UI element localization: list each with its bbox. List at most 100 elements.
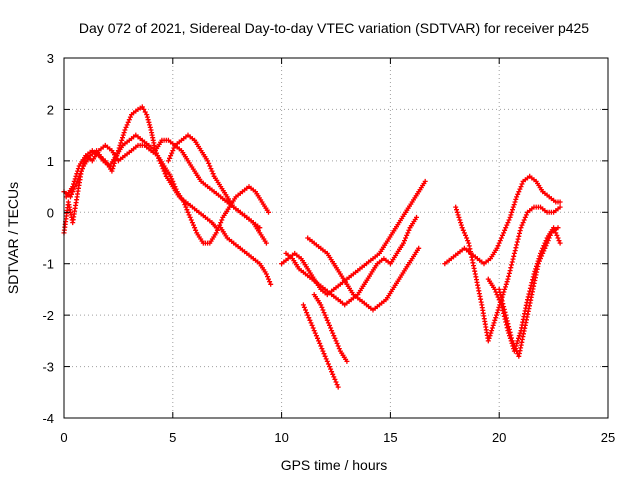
- data-point: [514, 242, 520, 248]
- data-point: [401, 240, 406, 246]
- data-point: [517, 330, 523, 336]
- data-point: [266, 276, 271, 282]
- data-point: [70, 184, 76, 190]
- data-point: [161, 168, 167, 174]
- data-point: [509, 262, 514, 268]
- data-point: [456, 214, 462, 220]
- data-point: [328, 325, 334, 331]
- data-point: [459, 225, 465, 231]
- data-point: [307, 317, 313, 323]
- data-point: [125, 119, 131, 125]
- data-point: [518, 184, 524, 190]
- x-tick-label: 5: [169, 430, 176, 445]
- data-point: [322, 353, 328, 359]
- x-tick-label: 0: [60, 430, 67, 445]
- data-point: [555, 225, 561, 231]
- data-point: [147, 122, 153, 128]
- data-point: [457, 217, 463, 223]
- data-point: [546, 235, 552, 241]
- data-point: [315, 335, 320, 341]
- data-point: [506, 324, 512, 330]
- data-point: [110, 166, 116, 172]
- data-point: [514, 194, 520, 200]
- data-point: [494, 245, 500, 251]
- data-point: [498, 292, 504, 298]
- y-tick-label: -3: [42, 360, 54, 375]
- data-point: [268, 281, 274, 287]
- data-point: [543, 243, 549, 249]
- data-point: [505, 220, 511, 226]
- y-tick-label: -2: [42, 308, 54, 323]
- data-point: [330, 371, 336, 377]
- data-point: [330, 330, 336, 336]
- data-point: [416, 245, 422, 251]
- data-point: [320, 307, 326, 313]
- data-point: [70, 189, 76, 195]
- data-point: [511, 250, 517, 256]
- data-point: [512, 248, 518, 254]
- data-point: [188, 217, 194, 223]
- data-point: [406, 227, 412, 233]
- data-point: [323, 315, 329, 321]
- y-axis-label: SDTVAR / TECUs: [5, 182, 21, 294]
- data-point: [325, 361, 331, 367]
- data-point: [506, 273, 512, 279]
- data-point: [335, 343, 341, 349]
- data-point: [312, 330, 318, 336]
- data-point: [499, 298, 505, 304]
- data-point: [71, 181, 76, 187]
- data-series-11: [453, 204, 563, 344]
- data-point: [503, 281, 509, 287]
- data-point: [507, 214, 513, 220]
- data-point: [414, 214, 419, 220]
- data-point: [502, 227, 508, 233]
- data-point: [192, 225, 198, 231]
- data-point: [504, 315, 509, 321]
- data-point: [301, 304, 307, 310]
- data-point: [509, 338, 515, 344]
- data-point: [141, 106, 147, 112]
- data-series: [61, 104, 563, 390]
- data-point: [142, 109, 148, 115]
- data-point: [509, 209, 515, 215]
- data-point: [309, 322, 315, 328]
- data-point: [509, 259, 515, 265]
- data-series-3: [63, 142, 271, 246]
- data-point: [501, 304, 507, 310]
- data-point: [509, 335, 514, 341]
- data-point: [485, 338, 491, 344]
- data-point: [492, 317, 498, 323]
- data-point: [219, 217, 225, 223]
- y-tick-label: 2: [47, 102, 54, 117]
- data-point: [75, 168, 81, 174]
- data-point: [511, 343, 517, 349]
- data-point: [501, 306, 507, 312]
- data-point: [183, 204, 189, 210]
- data-point: [124, 122, 130, 128]
- data-point: [119, 137, 125, 143]
- data-point: [489, 325, 495, 331]
- data-series-7: [300, 302, 341, 390]
- data-point: [313, 333, 319, 339]
- data-point: [507, 268, 513, 274]
- y-tick-label: 0: [47, 205, 54, 220]
- data-point: [121, 130, 127, 136]
- data-point: [458, 222, 464, 228]
- data-point: [335, 384, 341, 390]
- data-point: [463, 232, 468, 238]
- x-tick-label: 20: [492, 430, 506, 445]
- data-point: [300, 302, 306, 308]
- data-point: [535, 261, 541, 267]
- data-point: [494, 312, 499, 318]
- data-point: [120, 132, 126, 138]
- data-point: [209, 168, 215, 174]
- data-point: [305, 312, 311, 318]
- data-point: [503, 284, 508, 290]
- data-point: [257, 225, 263, 231]
- data-point: [263, 271, 269, 277]
- data-point: [494, 310, 500, 316]
- data-point: [515, 236, 521, 242]
- data-point: [403, 235, 409, 241]
- data-point: [181, 199, 187, 205]
